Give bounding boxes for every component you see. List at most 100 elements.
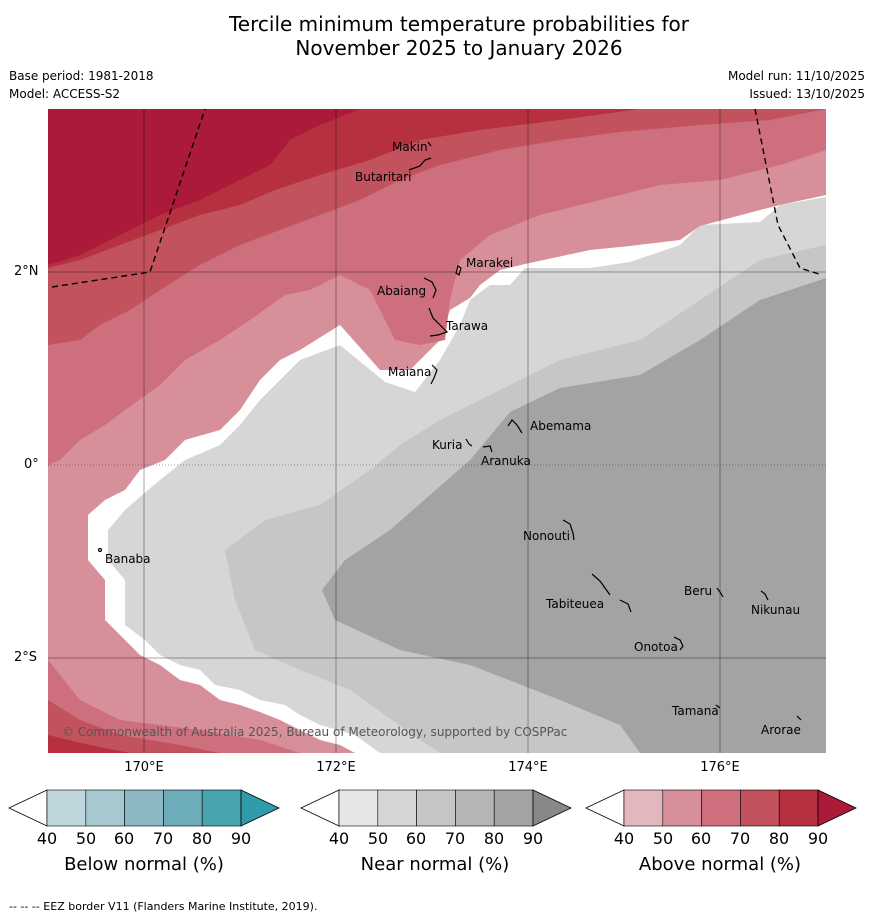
- place-label: Butaritari: [355, 170, 412, 184]
- tick-label: 60: [690, 829, 712, 848]
- colorbar-high-extend: [817, 789, 857, 827]
- model-run: Model run: 11/10/2025: [727, 69, 865, 83]
- place-label: Abemama: [530, 419, 591, 433]
- colorbar-label-above: Above normal (%): [638, 854, 802, 875]
- tick-label: 50: [75, 829, 97, 848]
- tick-label: 70: [729, 829, 751, 848]
- colorbar-cell: [85, 789, 125, 827]
- place-label: Abaiang: [377, 284, 426, 298]
- eez-border-east: [754, 108, 823, 276]
- colorbar-cell: [124, 789, 164, 827]
- place-label: Onotoa: [634, 640, 678, 654]
- tick-label: 90: [807, 829, 829, 848]
- lat-label-2s: 2°S: [14, 650, 38, 665]
- lat-label-2n: 2°N: [14, 264, 39, 279]
- tick-label: 70: [444, 829, 466, 848]
- island-onotoa: [673, 636, 684, 651]
- island-tarawa: [428, 307, 449, 337]
- place-label: Kuria: [432, 438, 463, 452]
- colorbar-high-extend: [240, 789, 280, 827]
- tick-label: 40: [613, 829, 635, 848]
- place-label: Marakei: [466, 256, 513, 270]
- tick-label: 50: [652, 829, 674, 848]
- place-label: Tarawa: [445, 319, 488, 333]
- eez-footnote: -- -- -- EEZ border V11 (Flanders Marine…: [9, 900, 318, 913]
- tick-label: 40: [328, 829, 350, 848]
- colorbar-cell: [701, 789, 741, 827]
- island-maiana: [430, 364, 438, 385]
- zone-above-normal-70: [48, 109, 826, 753]
- lon-label-172e: 172°E: [316, 760, 356, 775]
- tick-label: 40: [36, 829, 58, 848]
- copyright-credit: © Commonwealth of Australia 2025, Bureau…: [62, 725, 567, 739]
- colorbar-cell: [623, 789, 664, 827]
- title-line-2: November 2025 to January 2026: [295, 36, 623, 60]
- colorbar-cell: [778, 789, 819, 827]
- place-label: Aranuka: [481, 454, 531, 468]
- colorbar-cell: [338, 789, 379, 827]
- place-label: Nonouti: [523, 529, 570, 543]
- graticule: [48, 109, 826, 753]
- place-label: Tabiteuea: [545, 597, 604, 611]
- island-kuria: [465, 438, 473, 447]
- place-label: Arorae: [761, 723, 801, 737]
- place-label: Nikunau: [751, 603, 800, 617]
- islands: [97, 141, 802, 721]
- lon-label-174e: 174°E: [508, 760, 548, 775]
- tick-label: 70: [152, 829, 174, 848]
- place-label: Tamana: [671, 704, 719, 718]
- tick-label: 80: [191, 829, 213, 848]
- meta-left: Base period: 1981-2018 Model: ACCESS-S2: [9, 67, 154, 103]
- colorbar-cell: [416, 789, 456, 827]
- title-line-1: Tercile minimum temperature probabilitie…: [228, 12, 690, 36]
- colorbar-low-extend: [8, 789, 48, 827]
- colorbar-near-normal: [300, 789, 572, 827]
- colorbar-label-below: Below normal (%): [64, 854, 224, 875]
- island-tabiteuea: [591, 573, 632, 613]
- tick-label: 80: [483, 829, 505, 848]
- zone-above-normal-max: [48, 109, 360, 265]
- colorbar-cell: [455, 789, 495, 827]
- place-label: Makin: [392, 140, 428, 154]
- tick-label: 60: [405, 829, 427, 848]
- colorbar-low-extend: [585, 789, 625, 827]
- island-tamana: [715, 704, 721, 709]
- tick-label: 60: [113, 829, 135, 848]
- eez-borders: [51, 108, 823, 288]
- colorbar-cell: [740, 789, 780, 827]
- island-marakei: [455, 265, 462, 276]
- colorbar-label-near: Near normal (%): [360, 854, 510, 875]
- forecast-map: Makin Butaritari Marakei Abaiang Tarawa …: [48, 108, 826, 753]
- island-arorae: [796, 715, 802, 721]
- island-abemama: [507, 419, 523, 434]
- colorbar-high-extend: [532, 789, 572, 827]
- island-banaba: [97, 547, 103, 553]
- base-period: Base period: 1981-2018: [9, 69, 154, 83]
- lon-label-176e: 176°E: [700, 760, 740, 775]
- place-labels: Makin Butaritari Marakei Abaiang Tarawa …: [105, 140, 801, 737]
- colorbar-cell: [163, 789, 203, 827]
- meta-right: Model run: 11/10/2025 Issued: 13/10/2025: [728, 67, 865, 103]
- island-nonouti: [562, 519, 575, 541]
- colorbar-above-normal: [585, 789, 857, 827]
- place-label: Beru: [684, 584, 712, 598]
- island-aranuka: [482, 445, 493, 453]
- place-label: Maiana: [388, 365, 431, 379]
- colorbar-cell: [493, 789, 534, 827]
- chart-title: Tercile minimum temperature probabilitie…: [0, 12, 873, 60]
- colorbar-below-normal: [8, 789, 280, 827]
- island-abaiang: [423, 277, 437, 299]
- colorbar-cell: [201, 789, 242, 827]
- lon-label-170e: 170°E: [124, 760, 164, 775]
- tick-label: 50: [367, 829, 389, 848]
- colorbar-cell: [46, 789, 87, 827]
- colorbar-low-extend: [300, 789, 340, 827]
- lat-label-equator: 0°: [24, 457, 39, 472]
- tick-label: 80: [768, 829, 790, 848]
- tick-label: 90: [522, 829, 544, 848]
- island-butaritari: [408, 157, 432, 171]
- eez-border-west: [51, 108, 206, 288]
- island-makin: [427, 141, 432, 147]
- colorbar-cell: [377, 789, 417, 827]
- colorbar-cell: [662, 789, 702, 827]
